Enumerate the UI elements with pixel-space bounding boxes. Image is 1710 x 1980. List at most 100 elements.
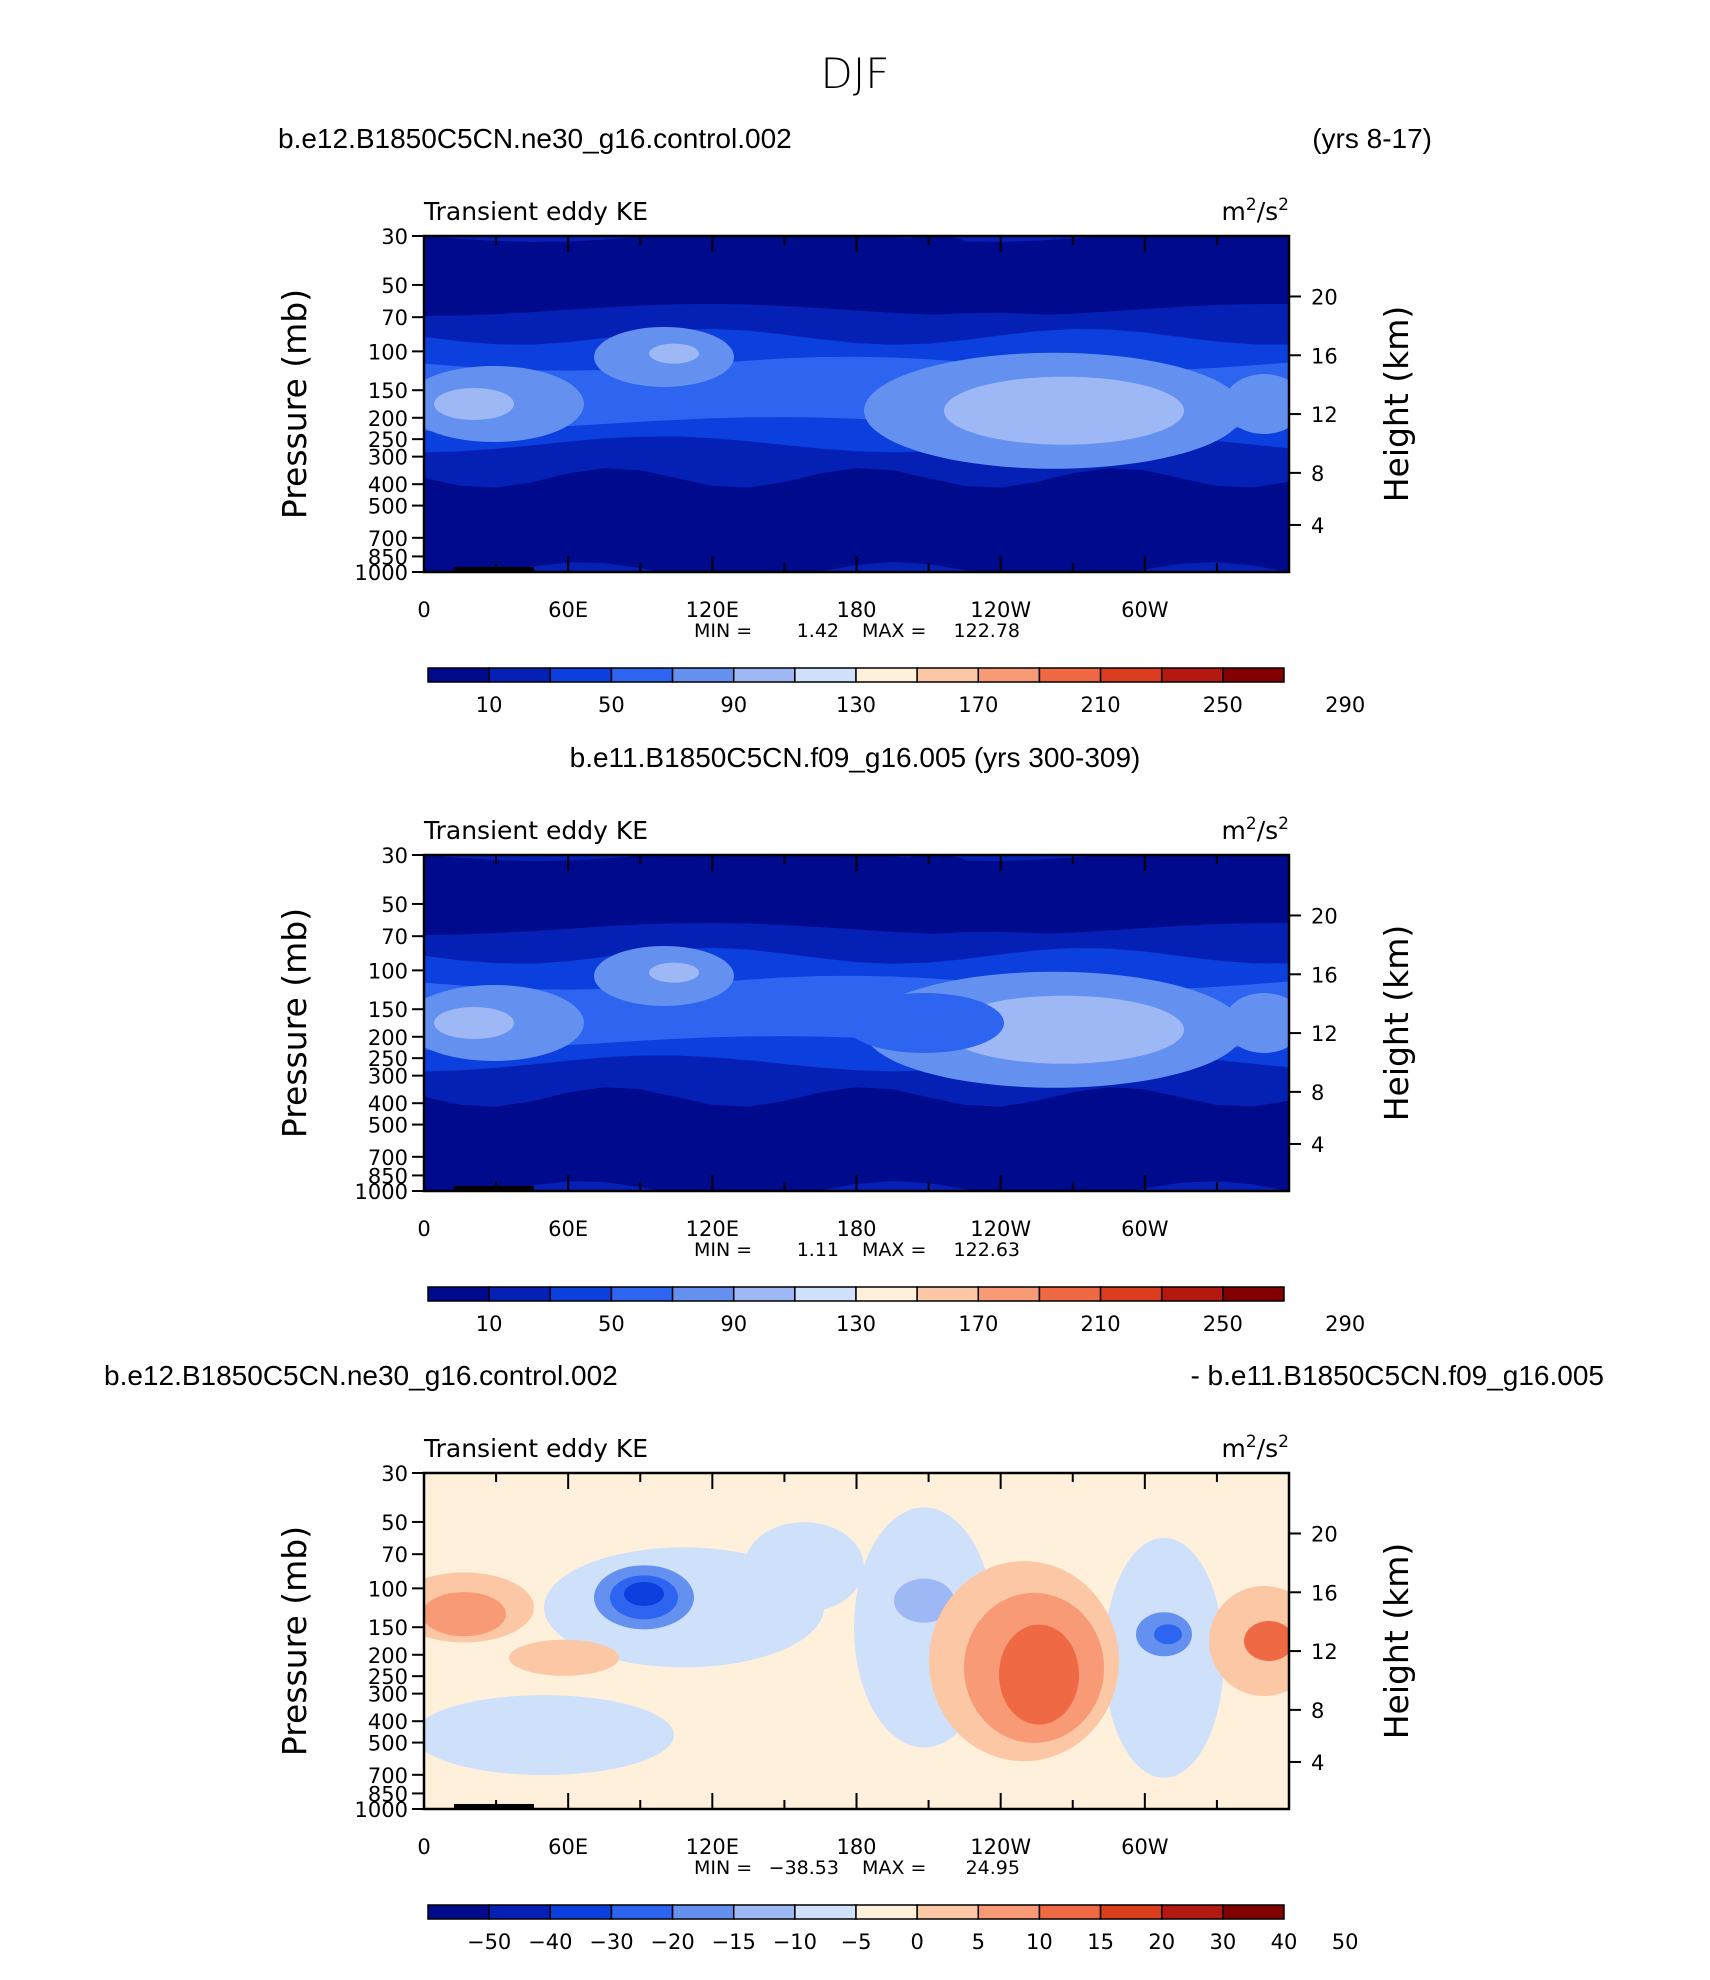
pressure-tick-label: 250 (368, 428, 408, 452)
field-max-pacific-core (944, 995, 1184, 1064)
units-part: /s (1257, 197, 1278, 226)
field-pos-core (999, 1624, 1079, 1725)
colorbar-label: 30 (1209, 1930, 1236, 1954)
colorbar-swatch (916, 667, 980, 683)
units-part: /s (1257, 1434, 1278, 1463)
y-axis-title: Pressure (mb) (275, 1526, 314, 1756)
colorbar-label: 50 (598, 1312, 625, 1336)
units-part: m (1222, 816, 1246, 845)
panel-1: b.e12.B1850C5CN.ne30_g16.control.002 (yrs… (275, 123, 1432, 717)
field-pos-region (424, 1592, 506, 1637)
colorbar-swatch (549, 1286, 613, 1302)
pressure-tick-label: 300 (368, 446, 408, 470)
colorbar-swatch (427, 667, 490, 683)
case-title: b.e11.B1850C5CN.f09_g16.005 (yrs 300-309… (570, 742, 1141, 773)
variable-label: Transient eddy KE (423, 1434, 648, 1463)
pressure-tick-label: 200 (368, 1026, 408, 1050)
field-strat-cap (884, 236, 984, 291)
pressure-tick-label: 400 (368, 473, 408, 497)
pressure-tick-label: 500 (368, 1732, 408, 1756)
colorbar-swatch (1099, 1904, 1163, 1920)
pressure-tick-label: 500 (368, 495, 408, 519)
colorbar-swatch (610, 667, 674, 683)
field-max-atlantic-core (434, 1007, 514, 1039)
field-jet-extension (844, 993, 1004, 1053)
field-pos-region (509, 1639, 619, 1676)
colorbar-swatch (977, 667, 1041, 683)
colorbar-swatch (732, 1286, 796, 1302)
pressure-tick-label: 850 (368, 1782, 408, 1806)
colorbar-label: 40 (1271, 1930, 1298, 1954)
longitude-tick-label: 120W (970, 598, 1031, 622)
colorbar-swatch (1038, 1286, 1102, 1302)
figure-title: DJF (821, 49, 890, 98)
colorbar-swatch (427, 1904, 490, 1920)
field-strat-band (424, 855, 1289, 935)
colorbar-label: 10 (476, 1312, 503, 1336)
pressure-tick-label: 1000 (355, 1180, 408, 1204)
pressure-tick-label: 250 (368, 1047, 408, 1071)
pressure-tick-label: 200 (368, 407, 408, 431)
min-value: −38.53 (769, 1857, 839, 1879)
units-label: m2/s2 (1222, 814, 1289, 845)
colorbar-swatch (732, 1904, 796, 1920)
longitude-tick-label: 0 (417, 1217, 430, 1241)
colorbar-label: −20 (650, 1930, 694, 1954)
height-tick-label: 16 (1311, 1581, 1338, 1605)
variable-label: Transient eddy KE (423, 197, 648, 226)
field-max-pacific-core (944, 376, 1184, 445)
colorbar-label: 290 (1325, 693, 1365, 717)
field-lower-band (424, 1087, 1289, 1191)
max-value: 24.95 (966, 1857, 1020, 1879)
pressure-tick-label: 700 (368, 1764, 408, 1788)
max-label: MAX = (862, 620, 926, 642)
pressure-tick-label: 100 (368, 340, 408, 364)
pressure-tick-label: 250 (368, 1665, 408, 1689)
y-axis-title: Pressure (mb) (275, 908, 314, 1138)
field-band (424, 312, 1289, 341)
y-axis-title: Pressure (mb) (275, 289, 314, 519)
units-part: 2 (1246, 814, 1257, 834)
colorbar-swatch (1099, 667, 1163, 683)
colorbar-swatch (1099, 1286, 1163, 1302)
colorbar-swatch (488, 1904, 552, 1920)
pressure-tick-label: 30 (381, 844, 408, 868)
pressure-tick-label: 150 (368, 1616, 408, 1640)
contour-field (424, 236, 1289, 572)
max-label: MAX = (862, 1857, 926, 1879)
height-tick-label: 20 (1311, 904, 1338, 928)
colorbar-swatch (1222, 1904, 1285, 1920)
max-value: 122.78 (954, 620, 1020, 642)
min-label: MIN = (694, 1857, 752, 1879)
colorbar-label: 250 (1203, 693, 1243, 717)
pressure-tick-label: 1000 (355, 561, 408, 585)
colorbar-swatch (671, 667, 735, 683)
colorbar-label: −5 (841, 1930, 872, 1954)
contour-field (424, 1473, 1289, 1809)
y2-axis-title: Height (km) (1377, 925, 1416, 1122)
height-tick-label: 20 (1311, 285, 1338, 309)
longitude-tick-label: 120E (686, 1217, 739, 1241)
colorbar-swatch (427, 1286, 490, 1302)
case-title-right: - b.e11.B1850C5CN.f09_g16.005 (1190, 1360, 1604, 1391)
colorbar-swatch (1222, 667, 1285, 683)
pressure-tick-label: 1000 (355, 1798, 408, 1822)
colorbar-label: 130 (836, 1312, 876, 1336)
pressure-tick-label: 700 (368, 527, 408, 551)
colorbar-label: 170 (958, 693, 998, 717)
longitude-tick-label: 60E (548, 598, 588, 622)
height-tick-label: 4 (1311, 514, 1324, 538)
field-strat-band (424, 236, 1289, 316)
field-neg-region (1104, 1537, 1224, 1778)
units-part: 2 (1246, 1432, 1257, 1452)
colorbar-swatch (1160, 667, 1224, 683)
y2-axis-title: Height (km) (1377, 1543, 1416, 1740)
colorbar-label: 90 (720, 1312, 747, 1336)
topography (454, 1803, 534, 1809)
height-tick-label: 16 (1311, 344, 1338, 368)
height-tick-label: 16 (1311, 963, 1338, 987)
pressure-tick-label: 850 (368, 1164, 408, 1188)
colorbar-swatch (1160, 1286, 1224, 1302)
field-max-asia-core (649, 962, 699, 983)
colorbar-swatch (916, 1904, 980, 1920)
